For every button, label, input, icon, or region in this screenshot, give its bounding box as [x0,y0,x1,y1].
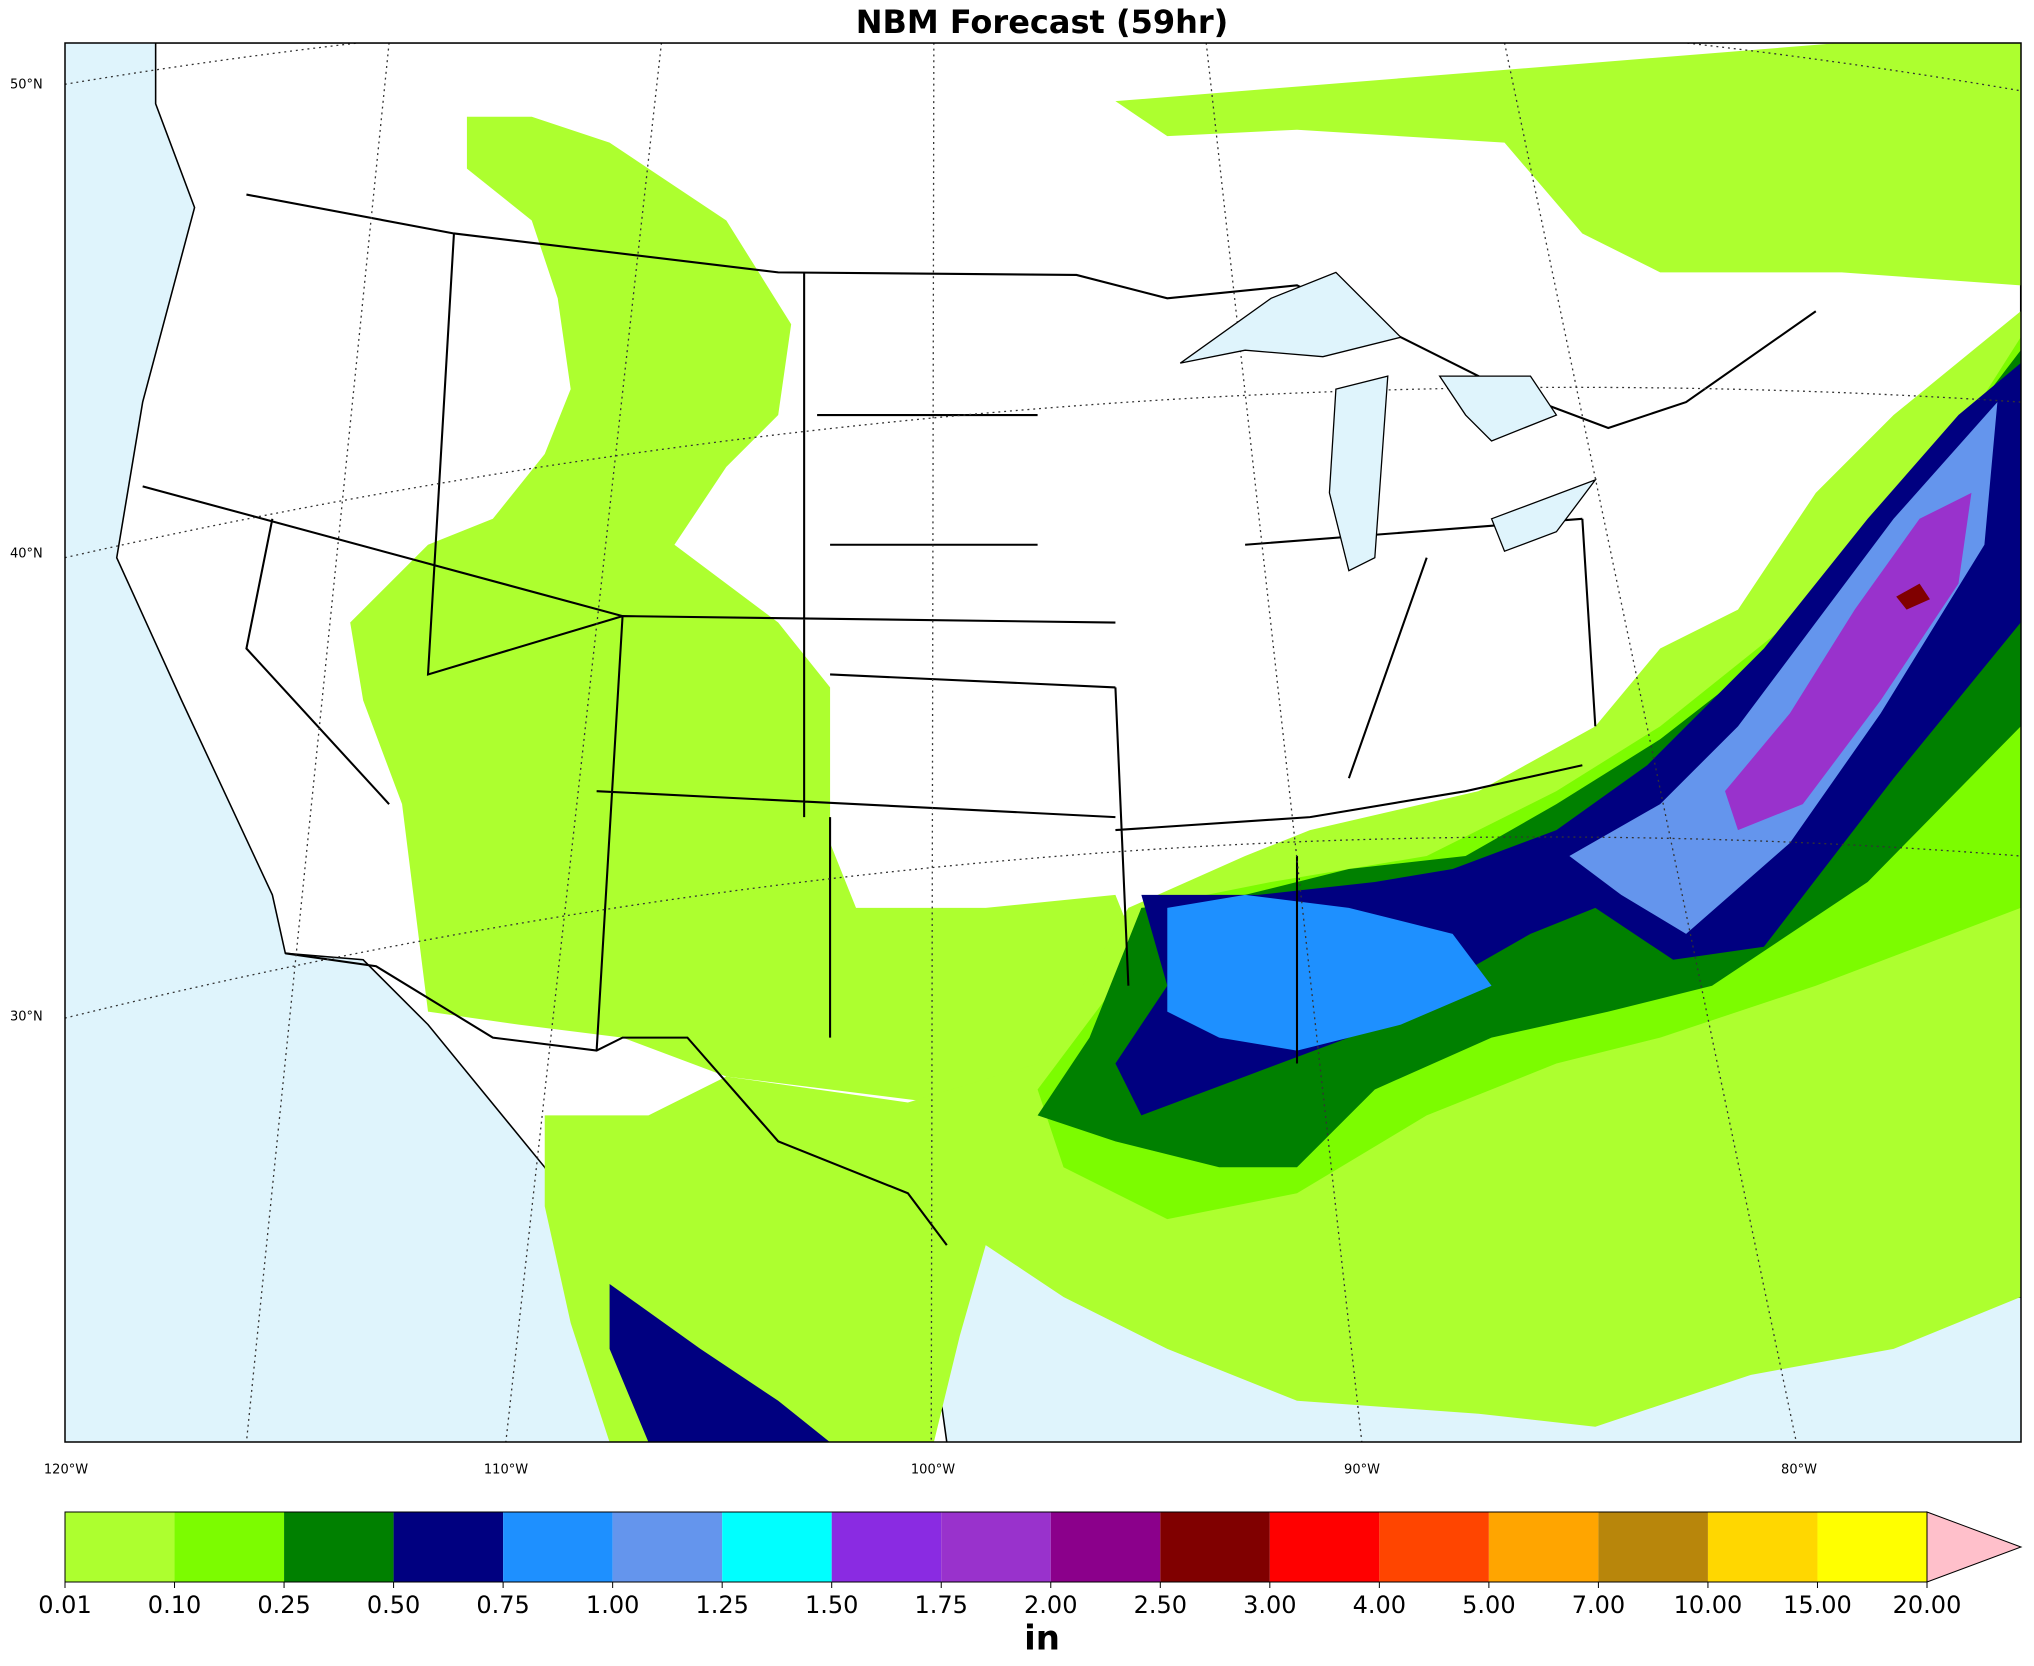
colorbar-bin [1707,1512,1818,1582]
map-layers [65,43,2021,1442]
map-title: NBM Forecast (59hr) [856,3,1229,41]
colorbar-unit: in [1024,1619,1060,1659]
colorbar-tick-label: 4.00 [1353,1591,1406,1619]
colorbar-bin [722,1512,832,1582]
state-lines [142,233,1597,1064]
lon-label: 100°W [911,1463,955,1478]
colorbar-tick-label: 1.50 [805,1591,858,1619]
colorbar-bin [612,1512,723,1582]
lon-label: 120°W [44,1463,88,1478]
colorbar-tick-label: 5.00 [1462,1591,1515,1619]
colorbar-bin [1160,1512,1270,1582]
colorbar-tick-label: 2.50 [1134,1591,1187,1619]
colorbar-bin [941,1512,1051,1582]
colorbar-bin [1598,1512,1708,1582]
border-mexico [285,952,948,1246]
colorbar-bin [393,1512,504,1582]
precip-mexico [609,1284,830,1442]
map-frame [64,42,2022,1443]
colorbar-bin [1379,1512,1489,1582]
colorbar-bin [1050,1512,1161,1582]
great-lakes [1179,271,1598,572]
colorbar-tick-label: 0.75 [476,1591,529,1619]
colorbar-bin [503,1512,613,1582]
precip-west [350,116,1142,1103]
precip-north [1115,43,2021,286]
colorbar-bin [284,1512,394,1582]
colorbar: 0.01 0.10 0.25 0.50 0.75 1.00 1.25 1.50 1.75 2.00… [38,1511,2023,1619]
precip-blue-south [1167,894,1492,1051]
lat-label: 40°N [10,547,43,562]
precip-red [1896,583,1930,610]
colorbar-tick-label: 1.25 [695,1591,748,1619]
lat-label: 30°N [10,1010,43,1025]
colorbar-tick-label: 0.10 [148,1591,201,1619]
colorbar-tick-label: 20.00 [1893,1591,1962,1619]
colorbar-tick-label: 1.75 [915,1591,968,1619]
map [65,43,2021,1442]
colorbar-tick-label: 0.01 [38,1591,91,1619]
border-canada [246,193,1817,430]
colorbar-tick-label: 7.00 [1572,1591,1625,1619]
precip-blue [1569,402,1998,934]
lat-label: 50°N [10,78,43,93]
colorbar-tick-label: 10.00 [1674,1591,1743,1619]
lon-label: 90°W [1344,1463,1380,1478]
colorbar-tick-label: 1.00 [586,1591,639,1619]
colorbar-outline [64,1511,1928,1583]
precip-east [544,311,2021,1442]
graticule [65,43,2021,1442]
colorbar-bin [1488,1512,1599,1582]
colorbar-bin [1269,1512,1380,1582]
colorbar-tick-label: 15.00 [1783,1591,1852,1619]
colorbar-bin [1817,1512,1927,1582]
colorbar-tick-label: 0.25 [257,1591,310,1619]
colorbar-tick-label: 3.00 [1243,1591,1296,1619]
precip-purple [1725,492,1972,831]
colorbar-bin [174,1512,285,1582]
colorbar-bin [831,1512,942,1582]
colorbar-tick-label: 2.00 [1024,1591,1077,1619]
colorbar-extend [1926,1511,2023,1583]
lon-label: 80°W [1781,1463,1817,1478]
colorbar-tick-label: 0.50 [367,1591,420,1619]
colorbar-bin [65,1512,175,1582]
lon-label: 110°W [484,1463,528,1478]
